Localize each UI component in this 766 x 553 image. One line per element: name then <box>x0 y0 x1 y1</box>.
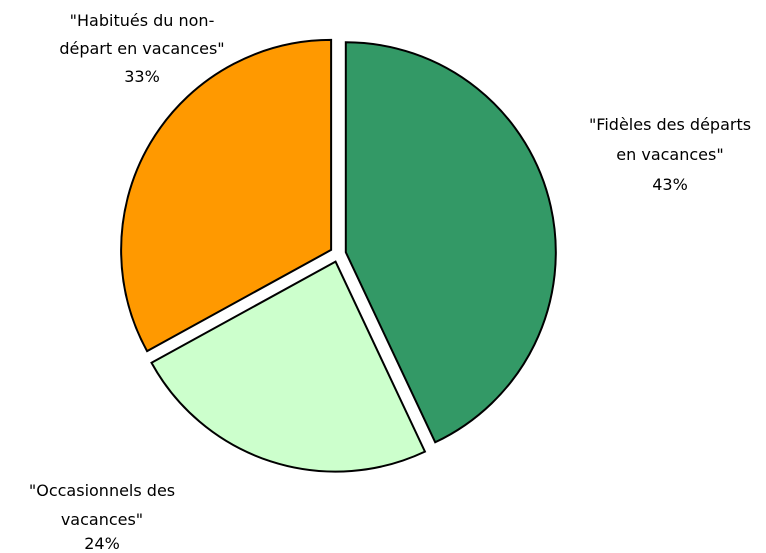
slice-label-occasionnels-line-2: vacances" <box>61 510 143 529</box>
slice-label-fideles-line-1: "Fidèles des départs <box>589 115 751 134</box>
slice-value-fideles: 43% <box>652 175 688 194</box>
slice-label-habitues: "Habitués du non- départ en vacances" 33… <box>59 11 224 86</box>
pie-slices <box>120 38 557 473</box>
slice-label-fideles: "Fidèles des départs en vacances" 43% <box>589 115 751 194</box>
slice-label-occasionnels: "Occasionnels des vacances" 24% <box>29 481 175 553</box>
pie-slice-habitues <box>120 38 333 353</box>
slice-value-habitues: 33% <box>124 67 160 86</box>
slice-label-habitues-line-1: "Habitués du non- <box>70 11 215 30</box>
slice-label-occasionnels-line-1: "Occasionnels des <box>29 481 175 500</box>
pie-slice-fideles <box>344 41 557 444</box>
pie-slice-occasionnels <box>150 260 427 473</box>
slice-value-occasionnels: 24% <box>84 534 120 553</box>
slice-label-fideles-line-2: en vacances" <box>616 145 723 164</box>
slice-label-habitues-line-2: départ en vacances" <box>59 39 224 58</box>
